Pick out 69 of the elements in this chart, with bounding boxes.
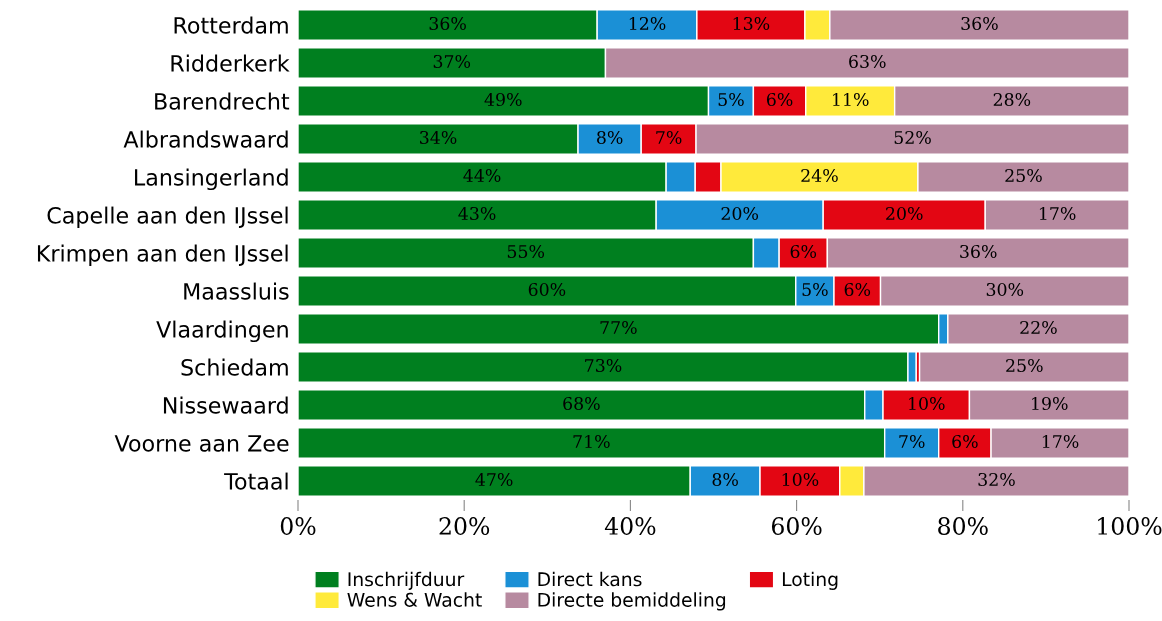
data-label: 19% [1032, 396, 1068, 411]
data-label: 44% [463, 168, 501, 183]
data-label: 25% [1006, 358, 1043, 373]
data-label: 60% [528, 282, 566, 297]
x-tick-label: 100% [1098, 517, 1162, 535]
y-tick-label: Maassluis [184, 282, 289, 300]
data-label: 43% [458, 206, 496, 221]
y-tick-label: Schiedam [181, 358, 288, 376]
data-label: 25% [1005, 168, 1042, 183]
data-label: 6% [766, 92, 793, 107]
x-tick-label: 20% [439, 517, 490, 535]
y-tick-label: Capelle aan den IJssel [47, 206, 288, 229]
data-label: 73% [585, 358, 622, 373]
bar [918, 351, 1129, 383]
data-label: 7% [656, 130, 682, 145]
data-label: 6% [790, 244, 817, 259]
data-label: 5% [718, 92, 744, 107]
y-tick-label: Ridderkerk [171, 54, 290, 72]
data-label: 34% [420, 130, 457, 145]
data-label: 36% [960, 244, 997, 259]
data-label: 5% [802, 282, 828, 297]
data-label: 30% [986, 282, 1024, 297]
data-label: 55% [507, 244, 545, 259]
data-label: 8% [712, 472, 738, 487]
data-label: 6% [844, 282, 871, 297]
y-tick-label: Lansingerland [135, 168, 288, 191]
data-label: 63% [849, 54, 886, 69]
y-tick-label: Rotterdam [174, 16, 288, 34]
y-tick-label: Totaal [224, 472, 288, 490]
data-label: 13% [733, 16, 770, 31]
y-tick-label: Barendrecht [155, 92, 290, 110]
data-label: 47% [475, 472, 513, 487]
data-label: 77% [600, 320, 637, 335]
x-tick-label: 0% [280, 517, 316, 535]
y-tick-label: Voorne aan Zee [114, 435, 289, 452]
y-tick-label: Albrandswaard [123, 130, 288, 148]
data-label: 71% [573, 434, 610, 449]
legend-label: Directe bemiddeling [538, 592, 726, 611]
x-tick-label: 60% [771, 517, 822, 535]
data-label: 24% [801, 168, 838, 183]
legend-label: Loting [782, 571, 838, 590]
data-label: 36% [429, 16, 466, 31]
data-label: 68% [563, 396, 600, 411]
data-label: 28% [993, 92, 1031, 107]
data-label: 20% [886, 206, 923, 221]
data-label: 8% [597, 130, 623, 145]
data-label: 32% [978, 472, 1015, 487]
legend-label: Inschrijfduur [348, 571, 465, 590]
data-label: 49% [484, 92, 522, 107]
data-label: 12% [629, 16, 666, 31]
x-tick-label: 40% [604, 517, 656, 535]
legend-label: Direct kans [538, 571, 642, 587]
y-tick-label: Vlaardingen [156, 320, 288, 343]
legend-label: Wens & Wacht [347, 592, 482, 607]
data-label: 17% [1039, 206, 1076, 221]
data-label: 52% [894, 130, 931, 145]
data-label: 22% [1020, 320, 1057, 335]
data-label: 36% [961, 16, 998, 31]
data-label: 11% [833, 92, 869, 107]
data-label: 6% [952, 434, 978, 449]
y-tick-label: Krimpen aan den IJssel [37, 244, 288, 267]
data-label: 20% [721, 206, 759, 221]
y-tick-label: Nissewaard [163, 396, 288, 414]
data-label: 17% [1042, 434, 1079, 449]
x-tick-label: 80% [938, 517, 988, 535]
data-label: 37% [433, 54, 471, 69]
data-label: 10% [909, 396, 945, 411]
data-label: 7% [899, 434, 925, 449]
data-label: 10% [782, 472, 819, 487]
